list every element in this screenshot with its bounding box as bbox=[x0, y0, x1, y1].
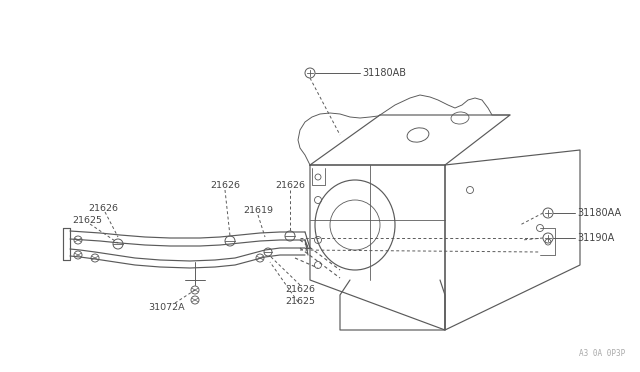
Text: 21619: 21619 bbox=[243, 205, 273, 215]
Text: 21625: 21625 bbox=[285, 298, 315, 307]
Text: 21626: 21626 bbox=[88, 203, 118, 212]
Text: 31190A: 31190A bbox=[577, 233, 614, 243]
Text: 21626: 21626 bbox=[210, 180, 240, 189]
Text: 21625: 21625 bbox=[72, 215, 102, 224]
Text: 31180AB: 31180AB bbox=[362, 68, 406, 78]
Text: A3 0A 0P3P: A3 0A 0P3P bbox=[579, 349, 625, 358]
Text: 31180AA: 31180AA bbox=[577, 208, 621, 218]
Text: 21626: 21626 bbox=[275, 180, 305, 189]
Text: 21626: 21626 bbox=[285, 285, 315, 295]
Text: 31072A: 31072A bbox=[148, 304, 184, 312]
